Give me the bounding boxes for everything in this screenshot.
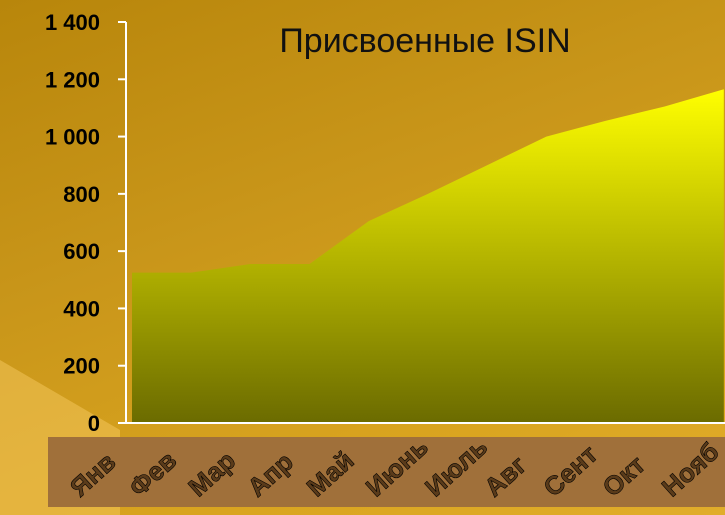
x-axis-label-band: [48, 437, 725, 507]
y-tick-label: 1 400: [45, 10, 100, 35]
area-fill: [132, 89, 724, 423]
y-tick-label: 0: [88, 411, 100, 436]
y-tick-label: 1 200: [45, 67, 100, 92]
chart-title: Присвоенные ISIN: [279, 22, 570, 60]
y-tick-label: 1 000: [45, 125, 100, 150]
y-tick-label: 400: [63, 296, 100, 321]
x-axis-label-boxes: [48, 437, 725, 507]
y-tick-label: 200: [63, 354, 100, 379]
area-series: [132, 89, 724, 423]
y-axis-ticks: 0 200 400 600 800 1 000 1 200 1 400: [45, 10, 126, 436]
axes: [118, 22, 725, 424]
y-tick-label: 600: [63, 239, 100, 264]
y-tick-label: 800: [63, 182, 100, 207]
